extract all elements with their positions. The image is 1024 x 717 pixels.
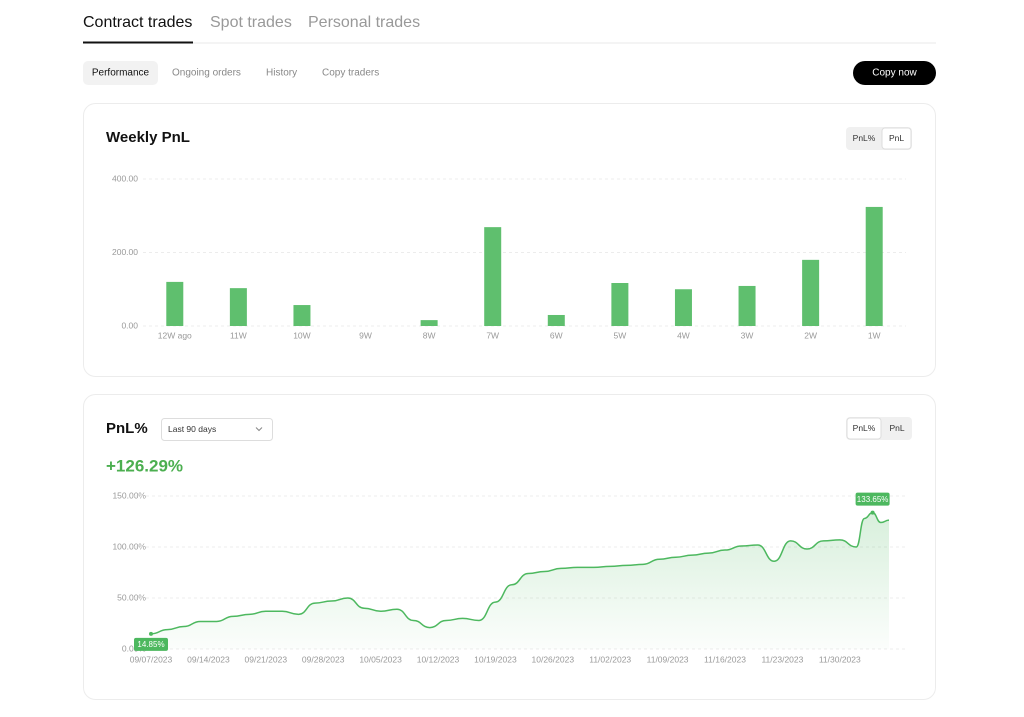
point: [870, 510, 875, 515]
x-tick-label: 3W: [741, 330, 754, 340]
x-tick-label: 10W: [293, 330, 310, 340]
subtab-bg: [83, 61, 158, 85]
x-tick-label: 5W: [614, 330, 627, 340]
bar: [611, 283, 629, 326]
y-tick-label: 150.00%: [112, 490, 146, 500]
copy-button-label[interactable]: Copy now: [872, 68, 917, 79]
y-tick-label: 200.00: [112, 247, 138, 257]
x-tick-label: 10/26/2023: [532, 654, 575, 664]
x-tick-label: 7W: [486, 330, 499, 340]
toggle-option[interactable]: PnL: [889, 423, 904, 433]
y-tick-label: 0.00: [121, 320, 138, 330]
dropdown-label[interactable]: Last 90 days: [168, 424, 216, 434]
toggle-selected: [881, 127, 912, 150]
bar: [484, 227, 502, 326]
subtab[interactable]: Ongoing orders: [172, 68, 241, 79]
x-tick-label: 4W: [677, 330, 690, 340]
point: [149, 631, 153, 636]
tab[interactable]: Spot trades: [210, 14, 292, 31]
bar: [865, 206, 883, 326]
x-tick-label: 10/12/2023: [417, 654, 460, 664]
x-tick-label: 1W: [868, 330, 881, 340]
x-tick-label: 10/05/2023: [359, 654, 402, 664]
value-label: 133.65%: [857, 495, 889, 504]
x-tick-label: 11/23/2023: [761, 654, 803, 664]
toggle-selected: [846, 417, 882, 440]
x-tick-label: 11/30/2023: [819, 654, 861, 664]
x-tick-label: 11/16/2023: [704, 654, 746, 664]
x-tick-label: 9W: [359, 330, 372, 340]
bar: [547, 314, 565, 326]
x-tick-label: 09/07/2023: [130, 654, 173, 664]
x-tick-label: 2W: [804, 330, 817, 340]
x-tick-label: 11/02/2023: [589, 654, 631, 664]
x-tick-label: 12W ago: [158, 330, 192, 340]
value-label-bg: [134, 637, 168, 651]
bar: [293, 305, 311, 326]
line: [150, 511, 890, 635]
tab-active[interactable]: Contract trades: [83, 14, 192, 31]
x-tick-label: 09/14/2023: [187, 654, 230, 664]
subtab[interactable]: History: [266, 68, 297, 79]
y-tick-label: 50.00%: [117, 592, 146, 602]
x-tick-label: 11/09/2023: [647, 654, 689, 664]
bar: [738, 285, 756, 326]
bar: [802, 259, 820, 326]
subtab[interactable]: Copy traders: [322, 68, 379, 79]
area: [151, 512, 889, 649]
dropdown[interactable]: [161, 418, 273, 441]
x-tick-label: 10/19/2023: [474, 654, 517, 664]
bar: [166, 281, 184, 326]
tab[interactable]: Personal trades: [308, 14, 420, 31]
card-title: PnL%: [106, 420, 148, 437]
x-tick-label: 09/21/2023: [245, 654, 288, 664]
headline-value: +126.29%: [106, 456, 183, 475]
value-label-bg: [855, 492, 890, 506]
bar: [229, 288, 247, 326]
y-tick-label: 100.00%: [112, 541, 146, 551]
value-label: 14.85%: [137, 640, 164, 649]
toggle-option[interactable]: PnL%: [853, 133, 876, 143]
toggle-option[interactable]: PnL: [889, 133, 904, 143]
bar: [420, 320, 438, 326]
toggle-option[interactable]: PnL%: [853, 423, 876, 433]
card-title: Weekly PnL: [106, 129, 190, 146]
subtab-active[interactable]: Performance: [92, 68, 150, 79]
dropdown-chevron: [255, 427, 263, 432]
copy-button[interactable]: [853, 61, 936, 85]
bar: [674, 289, 692, 326]
x-tick-label: 09/28/2023: [302, 654, 345, 664]
x-tick-label: 8W: [423, 330, 436, 340]
x-tick-label: 6W: [550, 330, 563, 340]
y-tick-label: 400.00: [112, 173, 138, 183]
x-tick-label: 11W: [230, 330, 247, 340]
